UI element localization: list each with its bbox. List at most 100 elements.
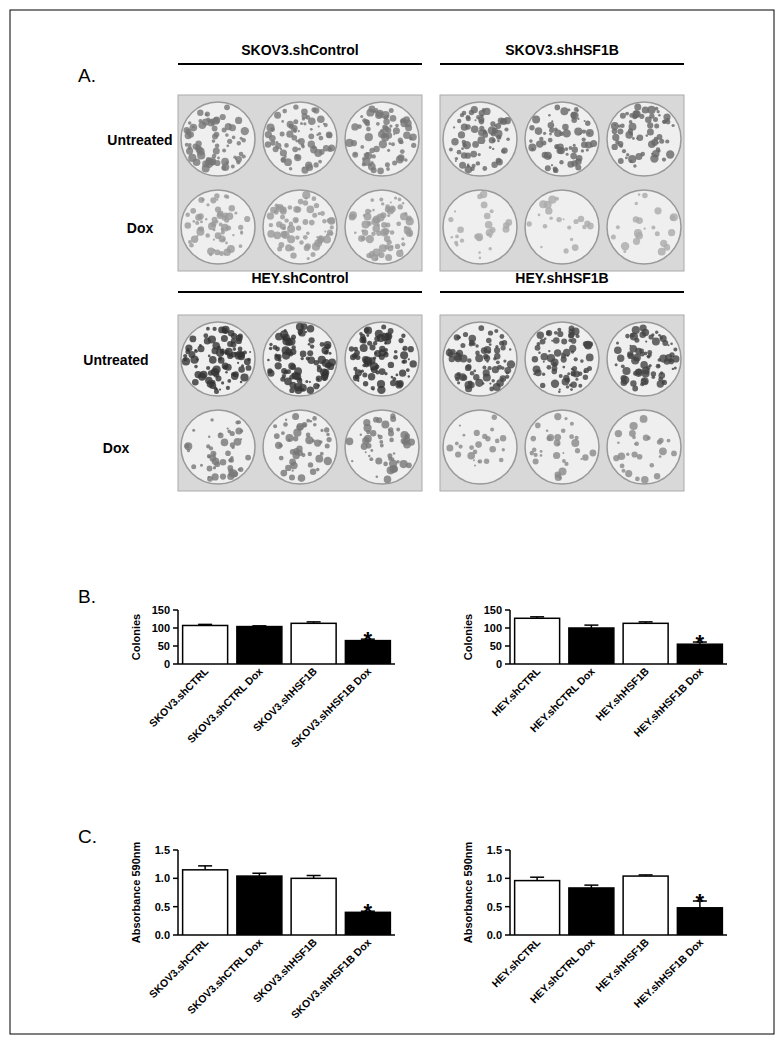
- colony: [309, 220, 315, 226]
- colony: [467, 164, 470, 167]
- colony: [325, 443, 330, 448]
- colony: [301, 453, 305, 457]
- colony: [581, 142, 588, 149]
- colony: [246, 365, 252, 371]
- colony: [362, 372, 367, 377]
- colony: [302, 167, 304, 169]
- x-tick-label: SKOV3.shHSF1B Dox: [288, 936, 373, 1021]
- error-cap: [530, 876, 544, 878]
- colony: [559, 132, 563, 136]
- colony: [198, 213, 204, 219]
- colony: [446, 444, 453, 451]
- colony: [611, 122, 619, 130]
- colony: [582, 454, 588, 460]
- colony: [296, 446, 302, 452]
- colony: [365, 451, 367, 453]
- row-label: Dox: [103, 440, 130, 456]
- colony: [192, 379, 199, 386]
- colony: [489, 137, 495, 143]
- colony: [364, 424, 372, 432]
- colony: [563, 129, 571, 137]
- colony: [569, 383, 572, 386]
- colony: [531, 148, 534, 151]
- colony: [637, 135, 644, 142]
- error-cap: [530, 616, 544, 618]
- colony: [324, 427, 329, 432]
- panel-label: A.: [78, 65, 96, 86]
- colony: [323, 377, 327, 381]
- colony: [671, 451, 677, 457]
- colony: [318, 212, 321, 215]
- colony: [220, 459, 227, 466]
- colony: [193, 220, 196, 223]
- colony: [381, 421, 389, 429]
- colony: [670, 213, 678, 221]
- colony: [304, 245, 310, 251]
- colony: [569, 345, 576, 352]
- colony: [459, 445, 463, 449]
- colony: [209, 159, 216, 166]
- colony: [211, 221, 217, 227]
- colony: [500, 334, 505, 339]
- colony: [567, 372, 570, 375]
- colony: [403, 348, 405, 350]
- colony: [479, 126, 484, 131]
- colony: [242, 138, 246, 142]
- colony: [292, 146, 298, 152]
- colony: [225, 371, 228, 374]
- y-tick-label: 0.0: [155, 929, 170, 941]
- colony: [554, 349, 561, 356]
- colony: [202, 164, 210, 172]
- colony: [476, 115, 480, 119]
- colony: [288, 363, 295, 370]
- colony: [288, 439, 291, 442]
- colony: [669, 352, 674, 357]
- colony: [478, 251, 481, 254]
- colony: [369, 148, 374, 153]
- colony: [575, 158, 582, 165]
- colony: [568, 109, 571, 112]
- colony: [363, 214, 366, 217]
- well: [443, 102, 517, 176]
- colony: [220, 351, 224, 355]
- colony: [373, 341, 377, 345]
- colony: [468, 382, 474, 388]
- colony: [398, 138, 403, 143]
- colony: [383, 462, 388, 467]
- colony: [645, 341, 647, 343]
- error-bar: [639, 622, 653, 623]
- colony: [542, 373, 545, 376]
- colony: [387, 245, 393, 251]
- colony: [455, 235, 459, 239]
- colony: [528, 144, 536, 152]
- colony: [231, 373, 238, 380]
- colony: [370, 449, 373, 452]
- colony: [543, 132, 546, 135]
- colony: [188, 154, 196, 162]
- colony: [301, 145, 304, 148]
- colony: [366, 235, 374, 243]
- colony: [377, 434, 379, 436]
- colony: [633, 354, 641, 362]
- colony: [218, 433, 224, 439]
- colony: [367, 341, 372, 346]
- colony: [384, 476, 392, 484]
- colony: [274, 354, 278, 358]
- colony: [213, 327, 217, 331]
- colony: [200, 464, 203, 467]
- colony: [329, 352, 332, 355]
- colony: [506, 138, 510, 142]
- bar-chart: 050100150ColoniesSKOV3.shCTRLSKOV3.shCTR…: [130, 604, 395, 750]
- colony: [224, 194, 228, 198]
- colony: [226, 144, 229, 147]
- colony: [453, 126, 455, 128]
- colony: [244, 216, 250, 222]
- colony: [577, 118, 579, 120]
- colony: [458, 131, 465, 138]
- colony: [311, 252, 316, 257]
- colony: [275, 362, 282, 369]
- colony: [555, 105, 561, 111]
- colony: [584, 341, 592, 349]
- colony: [212, 139, 216, 143]
- colony: [543, 224, 548, 229]
